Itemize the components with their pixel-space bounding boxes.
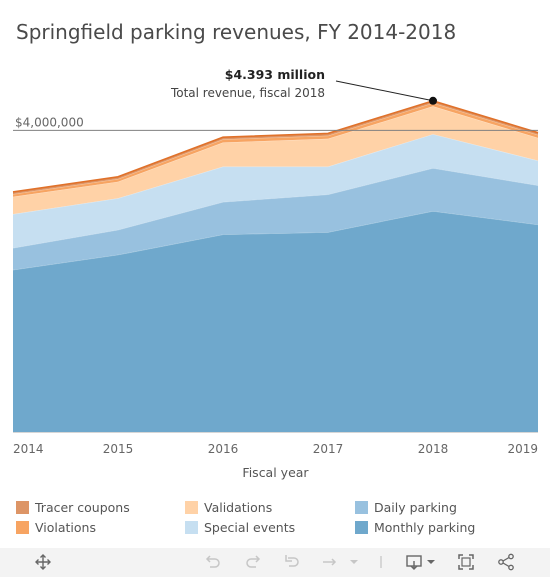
- legend-item-violations[interactable]: Violations: [16, 520, 96, 535]
- legend-item-monthly-parking[interactable]: Monthly parking: [355, 520, 475, 535]
- x-tick-label: 2016: [208, 442, 239, 456]
- annotation-caption: Total revenue, fiscal 2018: [170, 86, 325, 100]
- legend-item-daily-parking[interactable]: Daily parking: [355, 500, 457, 515]
- annotation: $4.393 million Total revenue, fiscal 201…: [170, 67, 437, 105]
- move-icon[interactable]: [34, 553, 52, 575]
- download-icon[interactable]: [405, 553, 437, 575]
- legend-item-special-events[interactable]: Special events: [185, 520, 295, 535]
- legend-item-tracer-coupons[interactable]: Tracer coupons: [16, 500, 130, 515]
- x-axis: 2014 2015 2016 2017 2018 2019: [13, 432, 538, 456]
- legend-swatch: [185, 521, 198, 534]
- reference-line-group: $4,000,000: [13, 115, 538, 131]
- legend-swatch: [16, 501, 29, 514]
- chart-plot: $4,000,000 2014 2015 2016 2017 2018 2019 Fisc…: [12, 67, 539, 480]
- legend-swatch: [185, 501, 198, 514]
- legend-item-validations[interactable]: Validations: [185, 500, 272, 515]
- viz-toolbar: [0, 548, 550, 577]
- area-special-events[interactable]: [13, 134, 538, 248]
- refresh-icon[interactable]: [320, 553, 358, 575]
- legend-label: Tracer coupons: [35, 500, 130, 515]
- legend-label: Daily parking: [374, 500, 457, 515]
- revert-icon[interactable]: [283, 553, 301, 575]
- annotation-value: $4.393 million: [225, 67, 325, 82]
- annotation-connector: [335, 80, 434, 102]
- redo-icon[interactable]: [244, 553, 262, 575]
- area-monthly-parking[interactable]: [13, 211, 538, 432]
- chart-title: Springfield parking revenues, FY 2014-20…: [16, 20, 457, 44]
- legend-label: Validations: [204, 500, 273, 515]
- x-axis-title: Fiscal year: [242, 465, 309, 480]
- x-tick-label: 2017: [313, 442, 344, 456]
- x-tick-label: 2015: [103, 442, 134, 456]
- x-tick-label: 2018: [418, 442, 449, 456]
- pause-icon[interactable]: [378, 553, 384, 575]
- x-tick-label: 2019: [507, 442, 538, 456]
- legend-label: Monthly parking: [374, 520, 476, 535]
- x-tick-label: 2014: [13, 442, 44, 456]
- fullscreen-icon[interactable]: [457, 553, 475, 575]
- legend-swatch: [16, 521, 29, 534]
- area-edge-tracer-coupons: [12, 99, 539, 193]
- legend-swatch: [355, 501, 368, 514]
- annotation-marker[interactable]: [429, 96, 437, 105]
- legend: Tracer coupons Validations Daily parking…: [0, 498, 550, 542]
- reference-line-label: $4,000,000: [15, 115, 84, 129]
- area-daily-parking[interactable]: [13, 168, 538, 270]
- stacked-areas: [12, 99, 539, 432]
- undo-icon[interactable]: [204, 553, 222, 575]
- area-violations[interactable]: [13, 103, 538, 197]
- legend-swatch: [355, 521, 368, 534]
- legend-label: Special events: [204, 520, 296, 535]
- area-validations[interactable]: [13, 106, 538, 215]
- share-icon[interactable]: [497, 553, 515, 575]
- legend-label: Violations: [35, 520, 96, 535]
